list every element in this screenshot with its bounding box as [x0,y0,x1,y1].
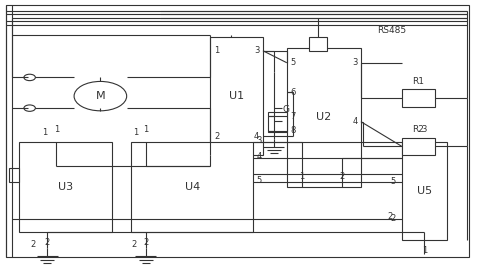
Text: 4: 4 [353,117,358,126]
Text: 2: 2 [131,240,136,249]
Text: 2: 2 [387,212,392,221]
Text: 3: 3 [352,58,358,67]
Text: R2: R2 [413,125,424,134]
Text: RS485: RS485 [378,26,407,35]
Text: 4: 4 [254,132,259,141]
Bar [402,89,435,107]
Bar [210,37,263,155]
Text: U3: U3 [58,182,73,192]
Text: U2: U2 [316,112,331,123]
Text: 5: 5 [391,177,395,186]
Text: 2: 2 [44,238,50,248]
Text: 6: 6 [290,88,296,97]
Text: 5: 5 [257,176,261,185]
Text: 2: 2 [30,240,35,249]
Text: 2: 2 [143,238,148,248]
Bar [131,142,253,232]
Bar [9,168,19,182]
Bar [19,142,112,232]
Bar [402,138,435,155]
Text: 2: 2 [339,172,344,181]
Text: 2: 2 [391,214,395,223]
Text: U5: U5 [417,186,432,196]
Text: 1: 1 [214,46,219,55]
Text: 1: 1 [42,128,47,137]
Bar [309,37,327,51]
Text: U4: U4 [185,182,200,192]
Bar [287,48,361,187]
Bar [268,112,287,132]
Circle shape [74,81,127,111]
Text: 2: 2 [214,132,219,141]
Text: G: G [282,105,290,114]
Text: M: M [96,91,105,101]
Text: 1: 1 [133,128,138,137]
Text: 1: 1 [54,125,59,134]
Text: 8: 8 [290,126,296,135]
Text: 1: 1 [300,172,304,181]
Bar [402,142,447,240]
Circle shape [24,74,35,81]
Text: 7: 7 [290,112,296,121]
Text: 1: 1 [143,125,148,134]
Text: 1: 1 [422,246,427,256]
Text: 3: 3 [422,125,427,134]
Text: U1: U1 [229,91,244,101]
Text: 3: 3 [254,46,260,55]
Text: 4: 4 [257,152,261,161]
Circle shape [24,105,35,111]
Text: 3: 3 [256,136,262,145]
Text: R1: R1 [412,77,424,86]
Text: 5: 5 [291,58,295,67]
